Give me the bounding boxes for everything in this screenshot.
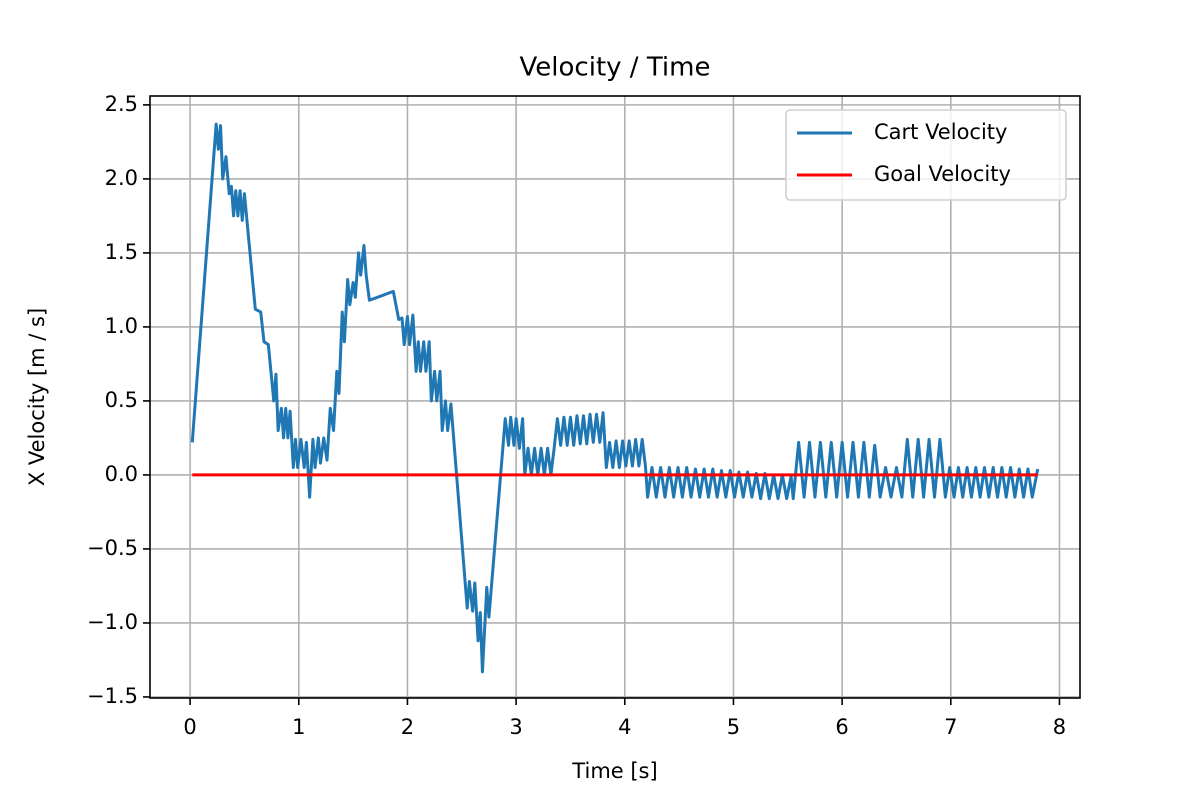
y-tick-label: 2.0	[105, 166, 138, 190]
x-tick-label: 8	[1053, 715, 1066, 739]
x-tick-label: 7	[944, 715, 957, 739]
x-tick-label: 2	[401, 715, 414, 739]
legend-box	[785, 109, 1067, 201]
axes-frame	[149, 95, 1081, 699]
y-tick-label: −0.5	[87, 536, 138, 560]
y-tick-label: 0.0	[105, 462, 138, 486]
x-tick-label: 5	[727, 715, 740, 739]
x-tick-label: 0	[183, 715, 196, 739]
x-tick-label: 6	[835, 715, 848, 739]
y-axis-label: X Velocity [m / s]	[25, 308, 49, 486]
legend-label: Cart Velocity	[874, 120, 1007, 144]
y-tick-label: −1.0	[87, 610, 138, 634]
series-line	[190, 122, 1040, 674]
y-tick-label: −1.5	[87, 684, 138, 708]
y-tick-label: 1.0	[105, 314, 138, 338]
x-tick-label: 1	[292, 715, 305, 739]
legend: Cart Velocity Goal Velocity	[785, 109, 1067, 201]
x-tick-label: 4	[618, 715, 631, 739]
chart-title: Velocity / Time	[520, 53, 711, 83]
legend-label: Goal Velocity	[874, 162, 1011, 186]
y-tick-label: 1.5	[105, 240, 138, 264]
y-tick-label: 0.5	[105, 388, 138, 412]
y-tick-label: 2.5	[105, 92, 138, 116]
x-axis-label: Time [s]	[571, 759, 657, 783]
x-tick-label: 3	[509, 715, 522, 739]
plot-area	[190, 122, 1040, 674]
